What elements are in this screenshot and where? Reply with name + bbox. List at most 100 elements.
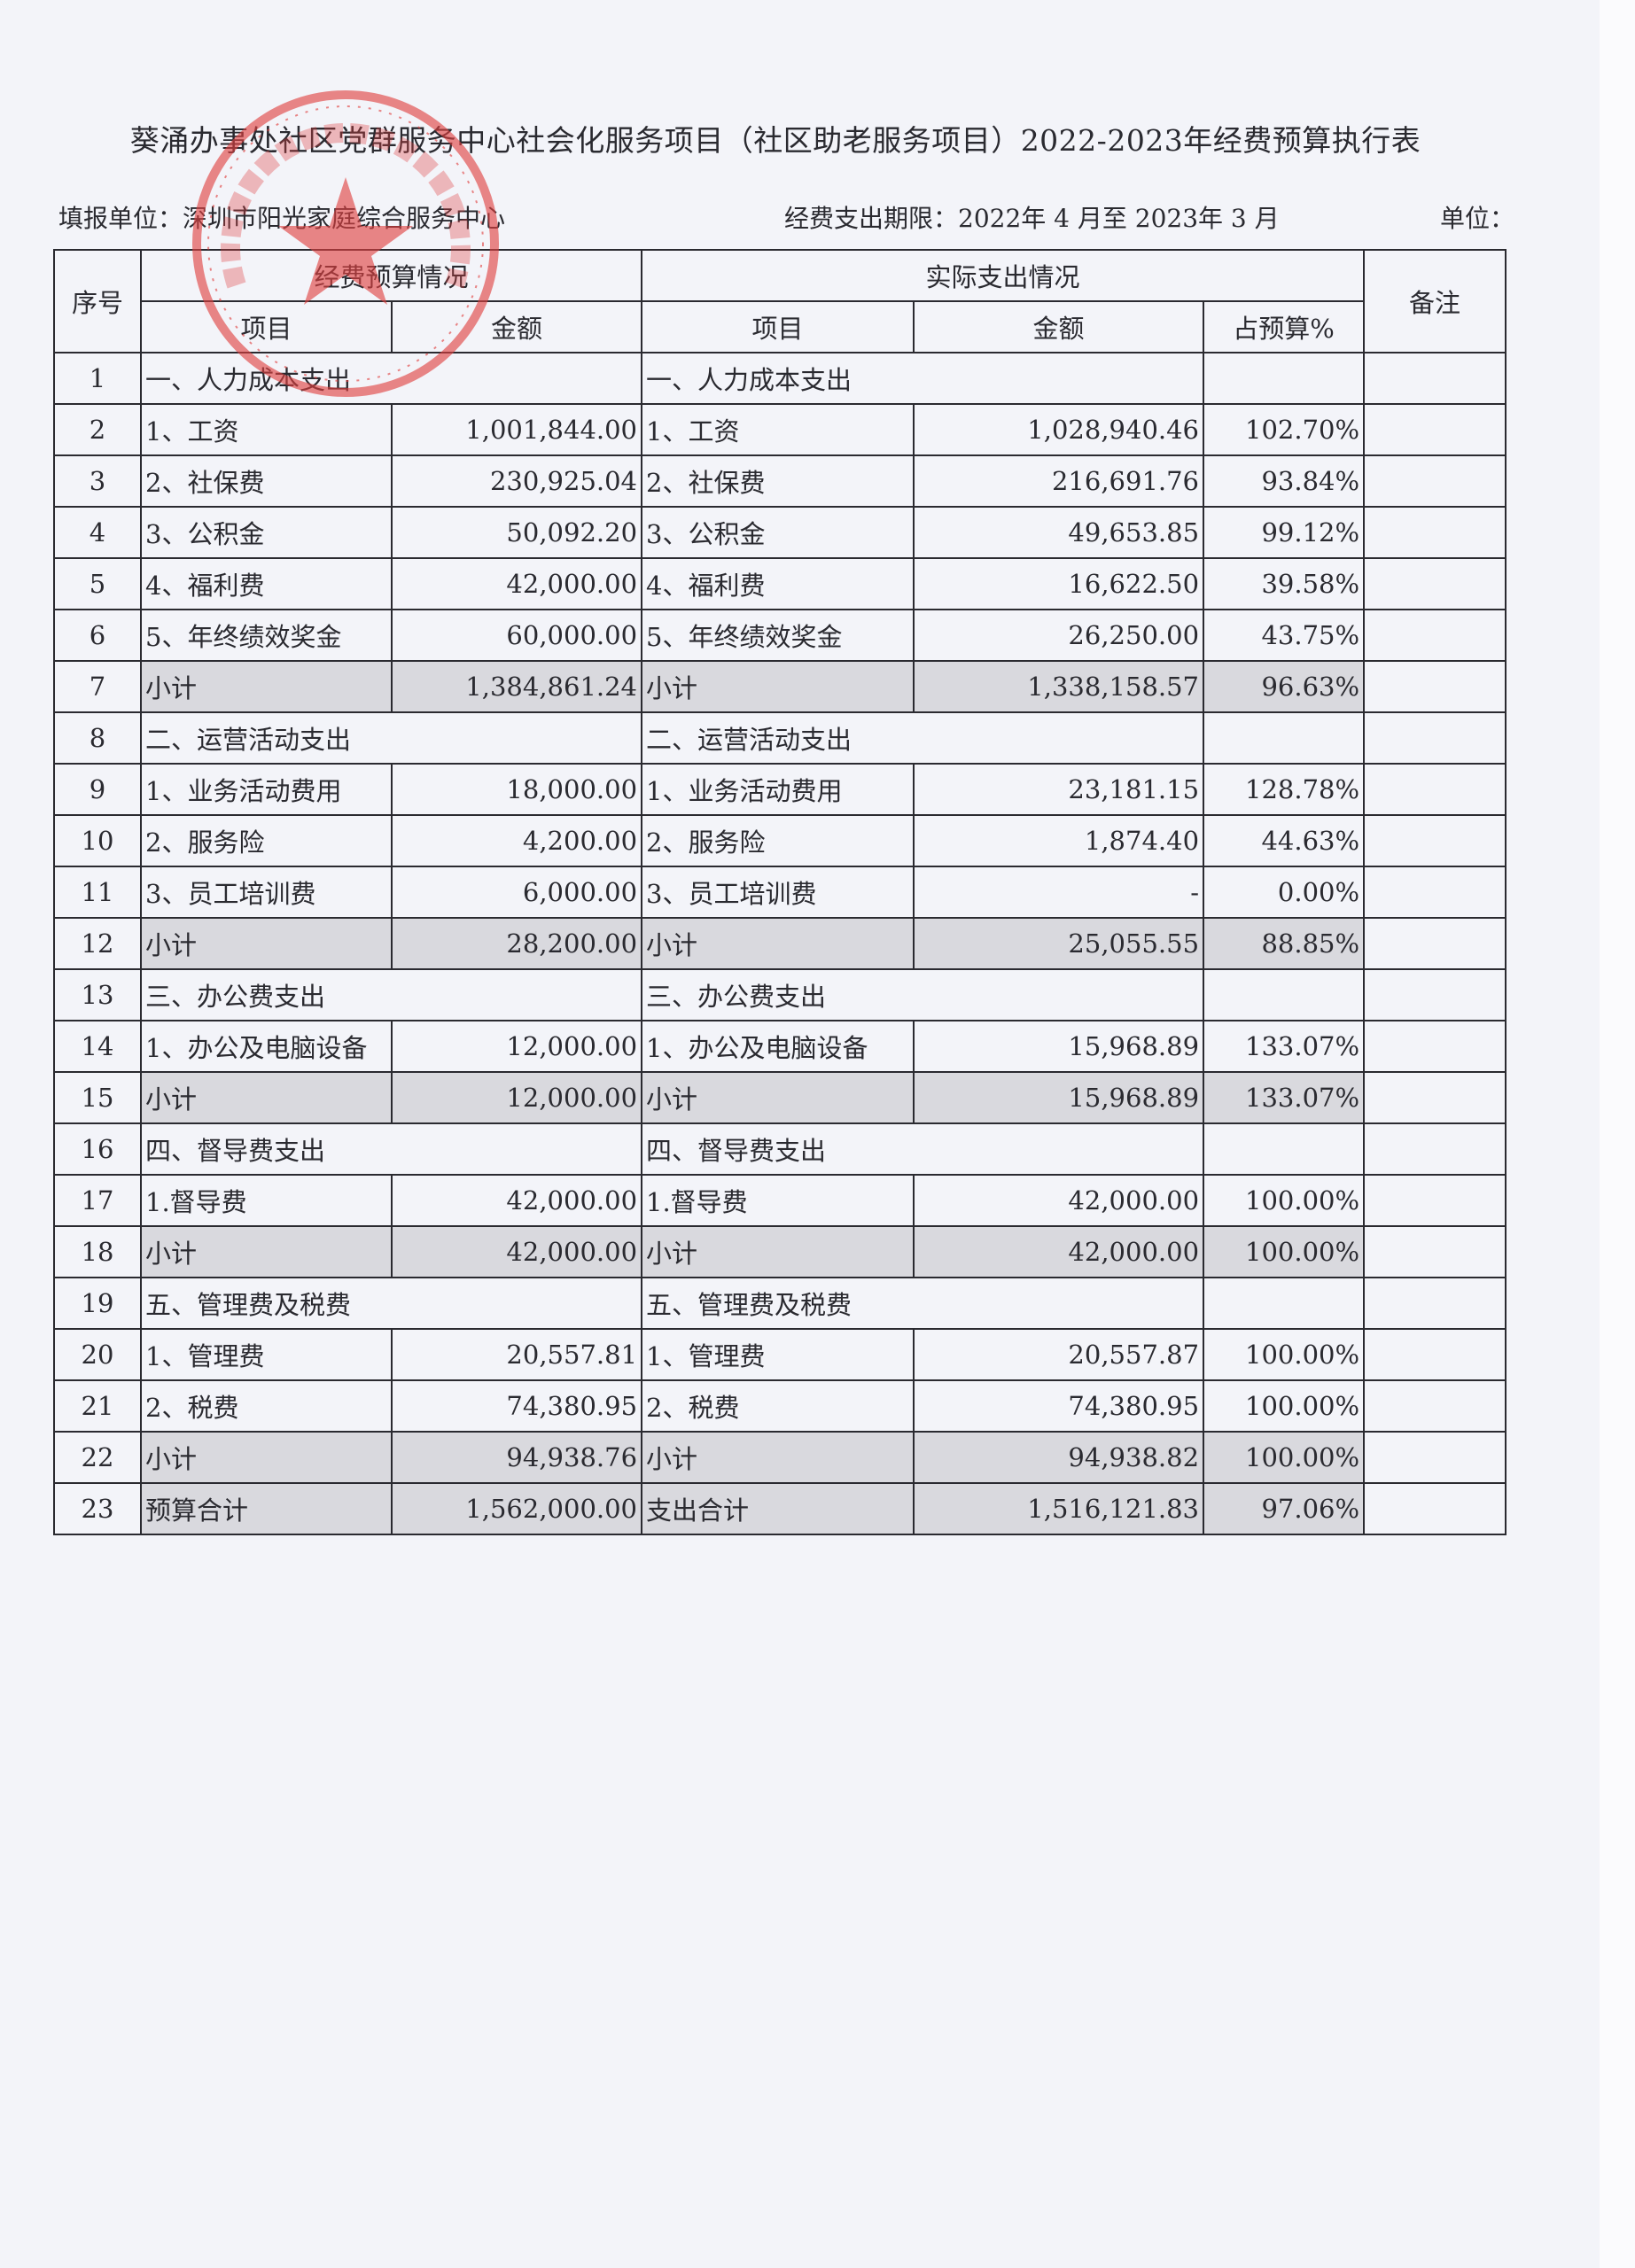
budget-item: 小计 [140, 660, 393, 713]
row-seq: 13 [53, 968, 142, 1021]
actual-amount: 1,874.40 [913, 814, 1205, 867]
remark-cell [1363, 1225, 1507, 1278]
actual-amount: 23,181.15 [913, 763, 1205, 816]
percent-cell [1203, 711, 1366, 765]
header-budget-amount: 金额 [390, 300, 643, 353]
percent-of-budget: 97.06% [1203, 1482, 1366, 1535]
header-remark: 备注 [1363, 249, 1507, 353]
percent-cell [1203, 352, 1366, 405]
actual-amount: 26,250.00 [913, 609, 1205, 662]
actual-amount: 15,968.89 [913, 1020, 1205, 1073]
actual-section-title: 五、管理费及税费 [641, 1277, 1205, 1330]
percent-of-budget: 96.63% [1203, 660, 1366, 713]
actual-amount: 16,622.50 [913, 557, 1205, 610]
budget-item: 2、服务险 [140, 814, 393, 867]
remark-cell [1363, 711, 1507, 765]
header-percent: 占预算% [1203, 300, 1366, 353]
row-seq: 12 [53, 917, 142, 970]
table-row-14: 14 1、办公及电脑设备 12,000.00 1、办公及电脑设备 15,968.89 13… [53, 1020, 1507, 1073]
budget-amount: 50,092.20 [390, 506, 643, 559]
remark-cell [1363, 1071, 1507, 1124]
remark-cell [1363, 814, 1507, 867]
actual-amount: 42,000.00 [913, 1225, 1205, 1278]
budget-amount: 12,000.00 [390, 1020, 643, 1073]
budget-section-title: 一、人力成本支出 [139, 352, 643, 405]
budget-item: 小计 [140, 1071, 393, 1124]
table-row-11: 11 3、员工培训费 6,000.00 3、员工培训费 -0.00% [53, 866, 1507, 919]
header-actual-amount: 金额 [913, 300, 1205, 353]
budget-item: 3、公积金 [140, 506, 393, 559]
header-budget-item: 项目 [140, 300, 393, 353]
actual-item: 小计 [641, 660, 915, 713]
row-seq: 23 [53, 1482, 142, 1535]
table-row-23: 23 预算合计 1,562,000.00 支出合计 1,516,121.83 97.06% [53, 1482, 1507, 1535]
actual-item: 1、办公及电脑设备 [641, 1020, 915, 1073]
budget-item: 1、工资 [140, 403, 393, 456]
percent-of-budget: 102.70% [1203, 403, 1366, 456]
percent-of-budget: 44.63% [1203, 814, 1366, 867]
table-row-8: 8 二、运营活动支出 二、运营活动支出 [53, 711, 1507, 765]
table-row-18: 18 小计 42,000.00 小计 42,000.00 100.00% [53, 1225, 1507, 1278]
row-seq: 11 [53, 866, 142, 919]
actual-item: 1、管理费 [641, 1328, 915, 1381]
budget-amount: 12,000.00 [390, 1071, 643, 1124]
percent-of-budget: 133.07% [1203, 1020, 1366, 1073]
budget-item: 小计 [140, 1225, 393, 1278]
actual-item: 1、业务活动费用 [641, 763, 915, 816]
budget-item: 1、业务活动费用 [140, 763, 393, 816]
budget-amount: 60,000.00 [390, 609, 643, 662]
table-row-6: 6 5、年终绩效奖金 60,000.00 5、年终绩效奖金 26,250.00 43.75… [53, 609, 1507, 662]
actual-item: 小计 [641, 1071, 915, 1124]
actual-item: 3、员工培训费 [641, 866, 915, 919]
actual-section-title: 二、运营活动支出 [641, 711, 1205, 765]
remark-cell [1363, 1174, 1507, 1227]
header-seq: 序号 [53, 249, 142, 353]
remark-cell [1363, 557, 1507, 610]
row-seq: 17 [53, 1174, 142, 1227]
table-row-19: 19 五、管理费及税费 五、管理费及税费 [53, 1277, 1507, 1330]
header-actual-item: 项目 [641, 300, 915, 353]
budget-amount: 4,200.00 [390, 814, 643, 867]
actual-amount: 1,516,121.83 [913, 1482, 1205, 1535]
actual-amount: 25,055.55 [913, 917, 1205, 970]
table-row-1: 1 一、人力成本支出 一、人力成本支出 [53, 352, 1507, 405]
table-row-16: 16 四、督导费支出 四、督导费支出 [53, 1122, 1507, 1176]
actual-item: 1.督导费 [641, 1174, 915, 1227]
actual-item: 2、税费 [641, 1379, 915, 1433]
percent-of-budget: 99.12% [1203, 506, 1366, 559]
row-seq: 7 [53, 660, 142, 713]
percent-of-budget: 43.75% [1203, 609, 1366, 662]
remark-cell [1363, 506, 1507, 559]
table-row-21: 21 2、税费 74,380.95 2、税费 74,380.95 100.00% [53, 1379, 1507, 1433]
percent-of-budget: 100.00% [1203, 1431, 1366, 1484]
budget-amount: 28,200.00 [390, 917, 643, 970]
remark-cell [1363, 454, 1507, 508]
remark-cell [1363, 1328, 1507, 1381]
budget-amount: 1,384,861.24 [390, 660, 643, 713]
row-seq: 10 [53, 814, 142, 867]
budget-amount: 42,000.00 [390, 1174, 643, 1227]
table-row-12: 12 小计 28,200.00 小计 25,055.55 88.85% [53, 917, 1507, 970]
budget-section-title: 二、运营活动支出 [139, 711, 643, 765]
row-seq: 22 [53, 1431, 142, 1484]
remark-cell [1363, 1379, 1507, 1433]
actual-amount: 74,380.95 [913, 1379, 1205, 1433]
table-row-15: 15 小计 12,000.00 小计 15,968.89 133.07% [53, 1071, 1507, 1124]
table-row-20: 20 1、管理费 20,557.81 1、管理费 20,557.87 100.00% [53, 1328, 1507, 1381]
remark-cell [1363, 660, 1507, 713]
budget-item: 3、员工培训费 [140, 866, 393, 919]
percent-of-budget: 0.00% [1203, 866, 1366, 919]
row-seq: 1 [53, 352, 142, 405]
budget-item: 2、社保费 [140, 454, 393, 508]
remark-cell [1363, 403, 1507, 456]
budget-item: 5、年终绩效奖金 [140, 609, 393, 662]
budget-item: 4、福利费 [140, 557, 393, 610]
table-row-10: 10 2、服务险 4,200.00 2、服务险 1,874.40 44.63% [53, 814, 1507, 867]
percent-of-budget: 100.00% [1203, 1174, 1366, 1227]
actual-item: 小计 [641, 1225, 915, 1278]
remark-cell [1363, 1277, 1507, 1330]
budget-item: 2、税费 [140, 1379, 393, 1433]
budget-item: 小计 [140, 1431, 393, 1484]
budget-section-title: 五、管理费及税费 [139, 1277, 643, 1330]
header-budget-group: 经费预算情况 [139, 249, 643, 302]
